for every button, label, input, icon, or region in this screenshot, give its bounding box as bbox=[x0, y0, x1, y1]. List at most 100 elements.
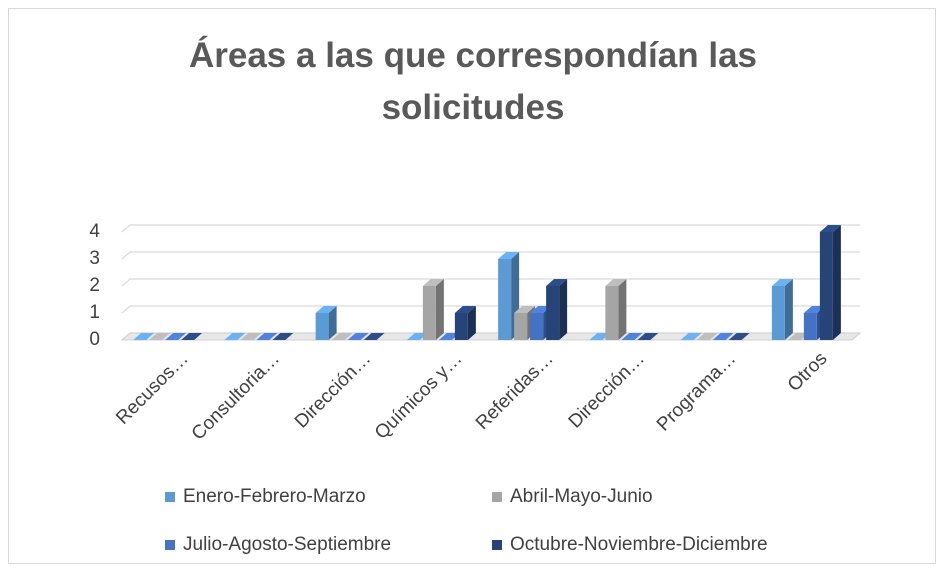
bar-top bbox=[605, 279, 627, 286]
bar-front bbox=[819, 232, 833, 340]
bar-top bbox=[363, 333, 385, 340]
bar-front bbox=[771, 286, 785, 340]
bar-front bbox=[546, 286, 560, 340]
bar bbox=[637, 333, 659, 341]
bar bbox=[712, 333, 734, 341]
bar bbox=[165, 333, 187, 341]
legend-swatch bbox=[165, 540, 175, 550]
bar-side bbox=[559, 279, 568, 340]
bar-front bbox=[530, 313, 544, 340]
bar-top bbox=[422, 279, 444, 286]
bar-top bbox=[546, 279, 568, 286]
legend-swatch bbox=[492, 492, 502, 502]
legend-swatch bbox=[165, 492, 175, 502]
bar-top bbox=[530, 306, 552, 313]
bar-top bbox=[637, 333, 659, 340]
y-tick-label: 1 bbox=[89, 302, 100, 323]
bar-top bbox=[331, 333, 353, 340]
grid-line-side bbox=[121, 224, 131, 233]
bar-front bbox=[315, 313, 329, 340]
bar bbox=[256, 333, 278, 341]
bar bbox=[406, 333, 428, 341]
bar-top bbox=[589, 333, 611, 340]
x-tick-label: Otros bbox=[784, 348, 832, 396]
grid-line-side bbox=[121, 251, 131, 260]
bar bbox=[347, 333, 369, 341]
legend-label: Octubre-Noviembre-Diciembre bbox=[510, 534, 768, 555]
bar-top bbox=[224, 333, 246, 340]
bar-top bbox=[454, 306, 476, 313]
bar bbox=[787, 333, 809, 341]
legend-label: Julio-Agosto-Septiembre bbox=[183, 534, 391, 555]
x-tick-label: Consultoria… bbox=[188, 348, 284, 444]
bar bbox=[589, 333, 611, 341]
y-tick-label: 0 bbox=[89, 329, 100, 350]
bar-side bbox=[784, 279, 793, 340]
x-tick-label: Programa… bbox=[653, 348, 740, 435]
grid-line-side bbox=[121, 278, 131, 287]
bar bbox=[680, 333, 702, 341]
bar-top bbox=[438, 333, 460, 340]
bar-front bbox=[422, 286, 436, 340]
bar bbox=[272, 333, 294, 341]
x-tick-label: Referidas… bbox=[472, 348, 558, 434]
bar bbox=[363, 333, 385, 341]
y-tick-label: 2 bbox=[89, 275, 100, 296]
bar bbox=[133, 333, 155, 341]
bar-top bbox=[621, 333, 643, 340]
bar-top bbox=[803, 306, 825, 313]
bar bbox=[181, 333, 203, 341]
bar-side bbox=[832, 225, 841, 340]
bar-top bbox=[133, 333, 155, 340]
bar bbox=[605, 279, 627, 340]
bar-top bbox=[272, 333, 294, 340]
bar-top bbox=[181, 333, 203, 340]
x-tick-label: Dirección… bbox=[291, 348, 375, 432]
bar-top bbox=[696, 333, 718, 340]
bar bbox=[621, 333, 643, 341]
bar-top bbox=[149, 333, 171, 340]
legend-swatch bbox=[492, 540, 502, 550]
legend-label: Enero-Febrero-Marzo bbox=[183, 486, 366, 507]
bar bbox=[149, 333, 171, 341]
bar-top bbox=[347, 333, 369, 340]
bar bbox=[224, 333, 246, 341]
bar-top bbox=[240, 333, 262, 340]
bar bbox=[696, 333, 718, 341]
bar-top bbox=[165, 333, 187, 340]
y-tick-label: 3 bbox=[89, 248, 100, 269]
bar-top bbox=[680, 333, 702, 340]
bar-side bbox=[435, 279, 444, 340]
bar-front bbox=[454, 313, 468, 340]
bar bbox=[728, 333, 750, 341]
bar bbox=[240, 333, 262, 341]
bar-front bbox=[498, 259, 512, 340]
bar-side bbox=[467, 306, 476, 340]
bar-front bbox=[803, 313, 817, 340]
bar bbox=[546, 279, 568, 340]
bar bbox=[422, 279, 444, 340]
bar-top bbox=[315, 306, 337, 313]
y-tick-label: 4 bbox=[89, 221, 100, 242]
bar bbox=[771, 279, 793, 340]
bar-top bbox=[498, 252, 520, 259]
bar-top bbox=[771, 279, 793, 286]
bar-top bbox=[514, 306, 536, 313]
bar-top bbox=[787, 333, 809, 340]
bar-front bbox=[514, 313, 528, 340]
bar-top bbox=[712, 333, 734, 340]
bar bbox=[438, 333, 460, 341]
grid-line-side bbox=[121, 305, 131, 314]
chart-border bbox=[8, 8, 936, 564]
bar-top bbox=[256, 333, 278, 340]
bar bbox=[315, 306, 337, 340]
bar-front bbox=[605, 286, 619, 340]
bar-side bbox=[618, 279, 627, 340]
bar bbox=[819, 225, 841, 340]
x-tick-label: Recusos… bbox=[112, 348, 193, 429]
x-tick-label: Dirección… bbox=[565, 348, 649, 432]
bar bbox=[454, 306, 476, 340]
legend-label: Abril-Mayo-Junio bbox=[510, 486, 653, 507]
